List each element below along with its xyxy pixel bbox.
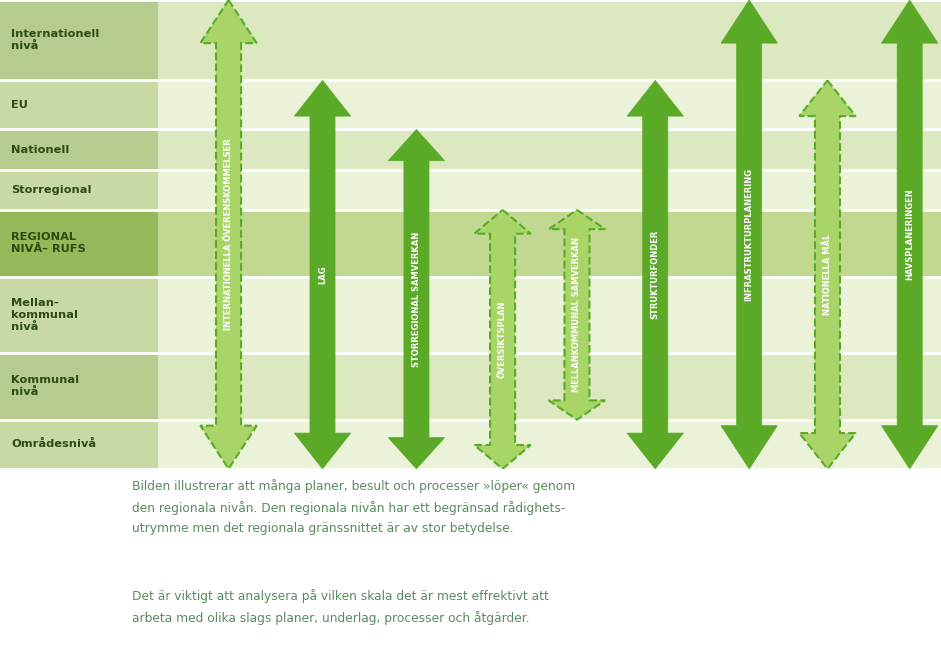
Bar (0, 352, 158, 420)
Bar (158, 277, 941, 352)
Bar (0, 130, 158, 170)
Text: ÖVERSIKTSPLAN: ÖVERSIKTSPLAN (498, 301, 507, 378)
Bar (0, 420, 158, 469)
Text: Det är viktigt att analysera på vilken skala det är mest effrektivt att
arbeta m: Det är viktigt att analysera på vilken s… (132, 589, 549, 625)
Text: NATIONELLA MÅL: NATIONELLA MÅL (823, 234, 832, 315)
Text: Bilden illustrerar att många planer, besult och processer »löper« genom
den regi: Bilden illustrerar att många planer, bes… (132, 479, 575, 535)
Text: INTERNATIONELLA ÖVERENSKOMMELSER: INTERNATIONELLA ÖVERENSKOMMELSER (224, 138, 233, 331)
Bar (158, 170, 941, 210)
Text: Mellan-
kommunal
nivå: Mellan- kommunal nivå (11, 298, 78, 332)
Polygon shape (721, 0, 777, 469)
Text: STORREGIONAL SAMVERKAN: STORREGIONAL SAMVERKAN (412, 231, 421, 367)
Polygon shape (474, 210, 531, 469)
Bar (0, 277, 158, 352)
Text: LAG: LAG (318, 265, 327, 284)
Text: Nationell: Nationell (11, 144, 70, 154)
Bar (158, 0, 941, 80)
Text: STRUKTURFONDER: STRUKTURFONDER (651, 230, 660, 319)
Bar (158, 130, 941, 170)
Text: Kommunal
nivå: Kommunal nivå (11, 375, 79, 397)
Bar (0, 80, 158, 130)
Text: Områdesnivå: Områdesnivå (11, 439, 96, 450)
Polygon shape (627, 80, 683, 469)
Bar (0, 210, 158, 277)
Text: Storregional: Storregional (11, 185, 91, 195)
Bar (0, 0, 158, 80)
Polygon shape (200, 0, 257, 469)
Polygon shape (799, 80, 855, 469)
Text: EU: EU (11, 100, 28, 110)
Bar (158, 210, 941, 277)
Polygon shape (549, 210, 605, 420)
Text: HAVSPLANERINGEN: HAVSPLANERINGEN (905, 189, 915, 280)
Bar (158, 420, 941, 469)
Polygon shape (882, 0, 938, 469)
Text: MELLANKOMMUNAL SAMVERKAN: MELLANKOMMUNAL SAMVERKAN (572, 237, 582, 392)
Polygon shape (295, 80, 351, 469)
Text: INFRASTRUKTURPLANERING: INFRASTRUKTURPLANERING (744, 168, 754, 301)
Text: REGIONAL
NIVÅ– RUFS: REGIONAL NIVÅ– RUFS (11, 232, 86, 255)
Polygon shape (389, 130, 445, 469)
Bar (158, 80, 941, 130)
Text: Internationell
nivå: Internationell nivå (11, 29, 100, 51)
Bar (0, 170, 158, 210)
Bar (158, 352, 941, 420)
